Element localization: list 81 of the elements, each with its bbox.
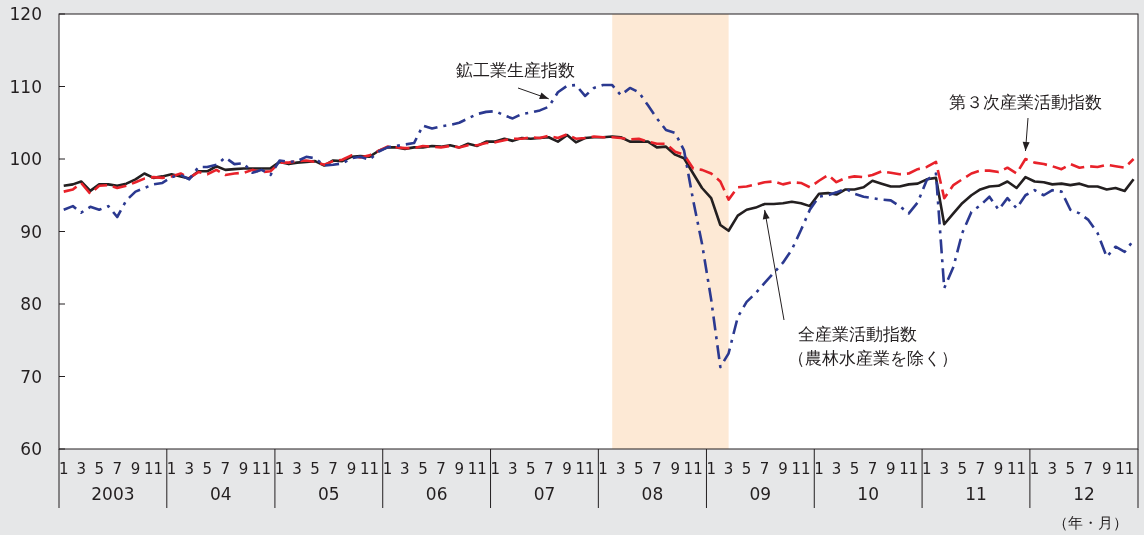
x-tick-label: 7 bbox=[867, 460, 878, 478]
x-tick-label: 1 bbox=[814, 460, 824, 478]
x-tick-label: 1 bbox=[382, 460, 393, 478]
text: 09 bbox=[749, 484, 772, 504]
x-tick-label: 1 bbox=[922, 460, 932, 478]
x-tick-label: 5 bbox=[849, 460, 860, 478]
x-tick-label: 11 bbox=[683, 460, 703, 478]
x-tick-label: 7 bbox=[328, 460, 338, 478]
x-tick-label: 9 bbox=[130, 460, 141, 478]
y-tick-label: 90 bbox=[20, 221, 42, 242]
x-tick-label: 5 bbox=[525, 460, 536, 478]
x-tick-label: 11 bbox=[143, 460, 164, 478]
x-tick-label: 9 bbox=[670, 460, 680, 478]
x-tick-label: 11 bbox=[1007, 460, 1027, 478]
x-tick-label: 11 bbox=[575, 460, 595, 478]
x-tick-label: 3 bbox=[76, 460, 86, 478]
x-tick-label: 3 bbox=[939, 460, 950, 478]
x-tick-label: 9 bbox=[562, 460, 572, 478]
x-tick-label: 9 bbox=[1101, 460, 1112, 478]
x-tick-label: 1 bbox=[490, 460, 501, 478]
x-tick-label: 3 bbox=[400, 460, 410, 478]
x-tick-label: 5 bbox=[957, 460, 968, 478]
x-tick-label: 7 bbox=[759, 460, 770, 478]
x-tick-label: 3 bbox=[507, 460, 518, 478]
x-tick-label: 9 bbox=[346, 460, 357, 478]
y-tick-label: 60 bbox=[20, 439, 42, 459]
x-tick-label: 9 bbox=[778, 460, 788, 478]
text: （年・月） bbox=[1053, 514, 1128, 532]
text: 全産業活動指数（農林水産業を除く） bbox=[788, 324, 958, 368]
x-tick-label: 11 bbox=[252, 460, 272, 478]
y-tick-label: 120 bbox=[9, 4, 42, 24]
x-tick-label: 9 bbox=[238, 460, 249, 478]
x-tick-label: 3 bbox=[1047, 460, 1058, 478]
text: 12 bbox=[1073, 484, 1095, 504]
text: 07 bbox=[533, 484, 556, 504]
x-tick-label: 11 bbox=[791, 460, 811, 478]
x-tick-label: 1 bbox=[598, 460, 608, 478]
series-label: 鉱工業生産指数 bbox=[455, 60, 575, 80]
text: 10 bbox=[857, 484, 879, 504]
x-tick-label: 9 bbox=[993, 460, 1004, 478]
x-tick-label: 11 bbox=[467, 460, 487, 478]
x-tick-label: 7 bbox=[220, 460, 231, 478]
x-tick-label: 5 bbox=[202, 460, 213, 478]
x-tick-label: 3 bbox=[723, 460, 734, 478]
x-tick-label: 11 bbox=[359, 460, 379, 478]
x-tick-label: 5 bbox=[94, 460, 104, 478]
text: 第３次産業活動指数 bbox=[948, 92, 1102, 112]
x-tick-label: 3 bbox=[831, 460, 842, 478]
y-tick-label: 80 bbox=[20, 294, 42, 314]
x-tick-label: 1 bbox=[1029, 460, 1040, 478]
x-tick-label: 11 bbox=[899, 460, 919, 478]
y-tick-label: 100 bbox=[9, 149, 42, 169]
x-tick-label: 5 bbox=[634, 460, 644, 478]
x-tick-label: 7 bbox=[652, 460, 662, 478]
x-tick-label: 7 bbox=[975, 460, 986, 478]
x-tick-label: 7 bbox=[543, 460, 554, 478]
x-tick-label: 7 bbox=[436, 460, 446, 478]
x-tick-label: 11 bbox=[1115, 460, 1135, 478]
text: 06 bbox=[425, 484, 448, 504]
y-tick-label: 110 bbox=[9, 76, 42, 97]
x-tick-label: 3 bbox=[292, 460, 302, 478]
text: 2003 bbox=[91, 484, 135, 504]
x-tick-label: 1 bbox=[166, 460, 177, 478]
x-tick-label: 1 bbox=[706, 460, 716, 478]
text: 08 bbox=[641, 484, 664, 504]
x-tick-label: 5 bbox=[418, 460, 428, 478]
x-tick-label: 5 bbox=[741, 460, 752, 478]
text: 11 bbox=[965, 484, 987, 504]
text: 04 bbox=[210, 484, 232, 504]
x-tick-label: 7 bbox=[1083, 460, 1094, 478]
x-tick-label: 3 bbox=[616, 460, 626, 478]
x-tick-label: 5 bbox=[1065, 460, 1076, 478]
x-tick-label: 1 bbox=[58, 460, 69, 478]
text: 05 bbox=[318, 484, 340, 504]
x-tick-label: 3 bbox=[184, 460, 195, 478]
x-tick-label: 9 bbox=[886, 460, 896, 478]
x-tick-label: 9 bbox=[454, 460, 464, 478]
x-tick-label: 7 bbox=[112, 460, 122, 478]
x-tick-label: 1 bbox=[274, 460, 285, 478]
y-tick-label: 70 bbox=[20, 366, 42, 387]
x-tick-label: 5 bbox=[310, 460, 320, 478]
